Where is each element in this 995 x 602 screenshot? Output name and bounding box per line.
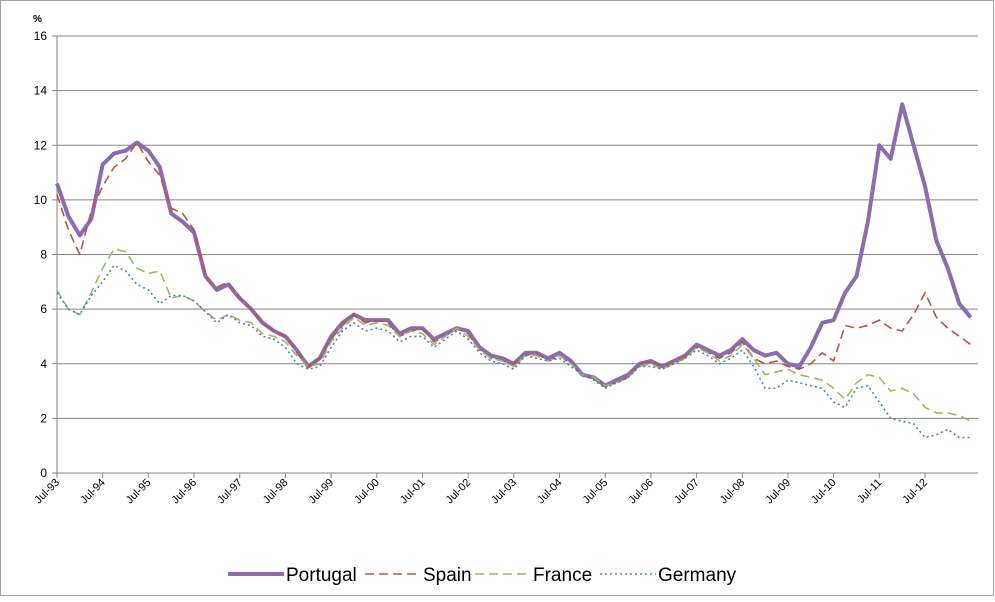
legend: Portugal Spain France Germany [228,565,737,586]
y-axis-label: % [33,14,42,25]
y-tick-label: 14 [34,84,48,98]
series-line [56,141,972,387]
legend-label: Spain [423,565,472,586]
legend-label: Portugal [286,565,357,586]
y-tick-label: 2 [40,411,47,425]
legend-label: France [533,565,592,586]
legend-label: Germany [658,565,737,586]
y-tick-label: 0 [40,466,47,480]
y-tick-label: 8 [40,248,47,262]
y-tick-label: 6 [40,302,47,316]
series-line [56,248,972,422]
y-tick-label: 16 [34,29,48,43]
y-tick-label: 4 [40,357,47,371]
y-tick-label: 10 [34,193,48,207]
y-tick-label: 12 [34,138,48,152]
